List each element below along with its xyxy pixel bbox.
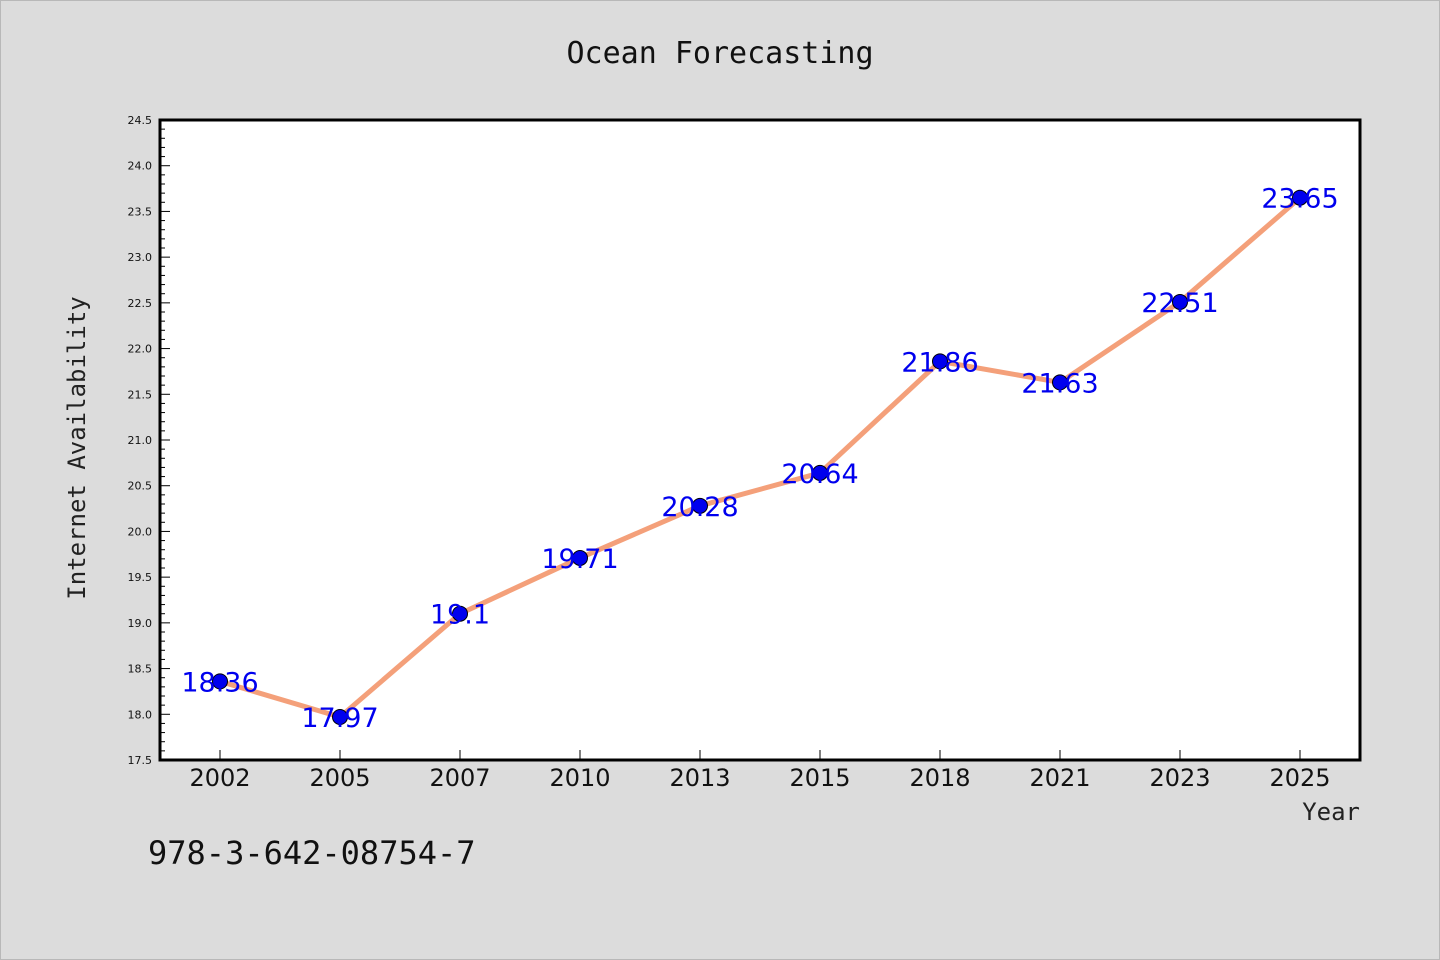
x-tick-label: 2013 <box>669 764 730 792</box>
plot-area <box>158 118 1362 762</box>
x-tick-label: 2018 <box>909 764 970 792</box>
data-point <box>1292 189 1308 206</box>
y-tick-label: 24.0 <box>128 160 153 173</box>
y-tick-label: 19.5 <box>128 571 153 584</box>
data-label: 22.51 <box>1141 288 1218 319</box>
y-tick-label: 18.5 <box>128 663 153 676</box>
x-tick-label: 2002 <box>189 764 250 792</box>
y-tick-label: 17.5 <box>128 754 153 767</box>
data-point <box>212 673 228 690</box>
x-tick-label: 2023 <box>1149 764 1210 792</box>
y-tick-label: 20.5 <box>128 480 153 493</box>
y-tick-label: 24.5 <box>128 114 153 127</box>
y-tick-label: 21.0 <box>128 434 153 447</box>
x-tick-label: 2005 <box>309 764 370 792</box>
x-tick-label: 2010 <box>549 764 610 792</box>
x-tick-label: 2015 <box>789 764 850 792</box>
data-point <box>1172 293 1188 310</box>
series-line <box>219 195 1302 720</box>
y-tick-label: 18.0 <box>128 708 153 721</box>
data-label: 20.64 <box>781 459 858 490</box>
data-label: 19.1 <box>430 600 490 631</box>
y-tick-label: 23.0 <box>128 251 153 264</box>
y-tick-label: 19.0 <box>128 617 153 630</box>
y-tick-label: 23.5 <box>128 205 153 218</box>
x-tick-label: 2025 <box>1269 764 1330 792</box>
data-point <box>1052 374 1068 391</box>
data-point <box>452 605 468 622</box>
data-label: 21.86 <box>901 347 978 378</box>
data-label: 17.97 <box>301 703 378 734</box>
data-label: 18.36 <box>181 667 258 698</box>
y-tick-label: 22.0 <box>128 343 153 356</box>
data-label: 19.71 <box>541 544 618 575</box>
x-axis-ticks: 2002 2005 2007 2010 2013 2015 2018 2021 2023 2025 <box>189 750 1331 792</box>
x-tick-label: 2021 <box>1029 764 1090 792</box>
data-label-layer: 18.36 17.97 19.1 19.71 20.28 20.64 21.86 21.63 2… <box>181 184 1338 734</box>
series-layer <box>212 189 1308 726</box>
data-point <box>332 709 348 726</box>
y-tick-label: 21.5 <box>128 388 153 401</box>
y-tick-label: 20.0 <box>128 525 153 538</box>
data-point <box>932 353 948 370</box>
x-axis-label: Year <box>1302 798 1360 826</box>
data-label: 20.28 <box>661 492 738 523</box>
y-tick-label: 22.5 <box>128 297 153 310</box>
data-label: 21.63 <box>1021 368 1098 399</box>
y-axis-ticks: 17.5 18.0 18.5 19.0 19.5 20.0 20.5 21.0 21.5 22.0… <box>128 114 170 767</box>
x-tick-label: 2007 <box>429 764 490 792</box>
data-label: 23.65 <box>1261 184 1338 215</box>
chart-title: Ocean Forecasting <box>566 36 873 71</box>
y-axis-label: Internet Availability <box>63 296 91 599</box>
data-point <box>812 464 828 481</box>
data-point <box>572 549 588 566</box>
footer-isbn: 978-3-642-08754-7 <box>148 834 476 872</box>
data-point <box>692 497 708 514</box>
